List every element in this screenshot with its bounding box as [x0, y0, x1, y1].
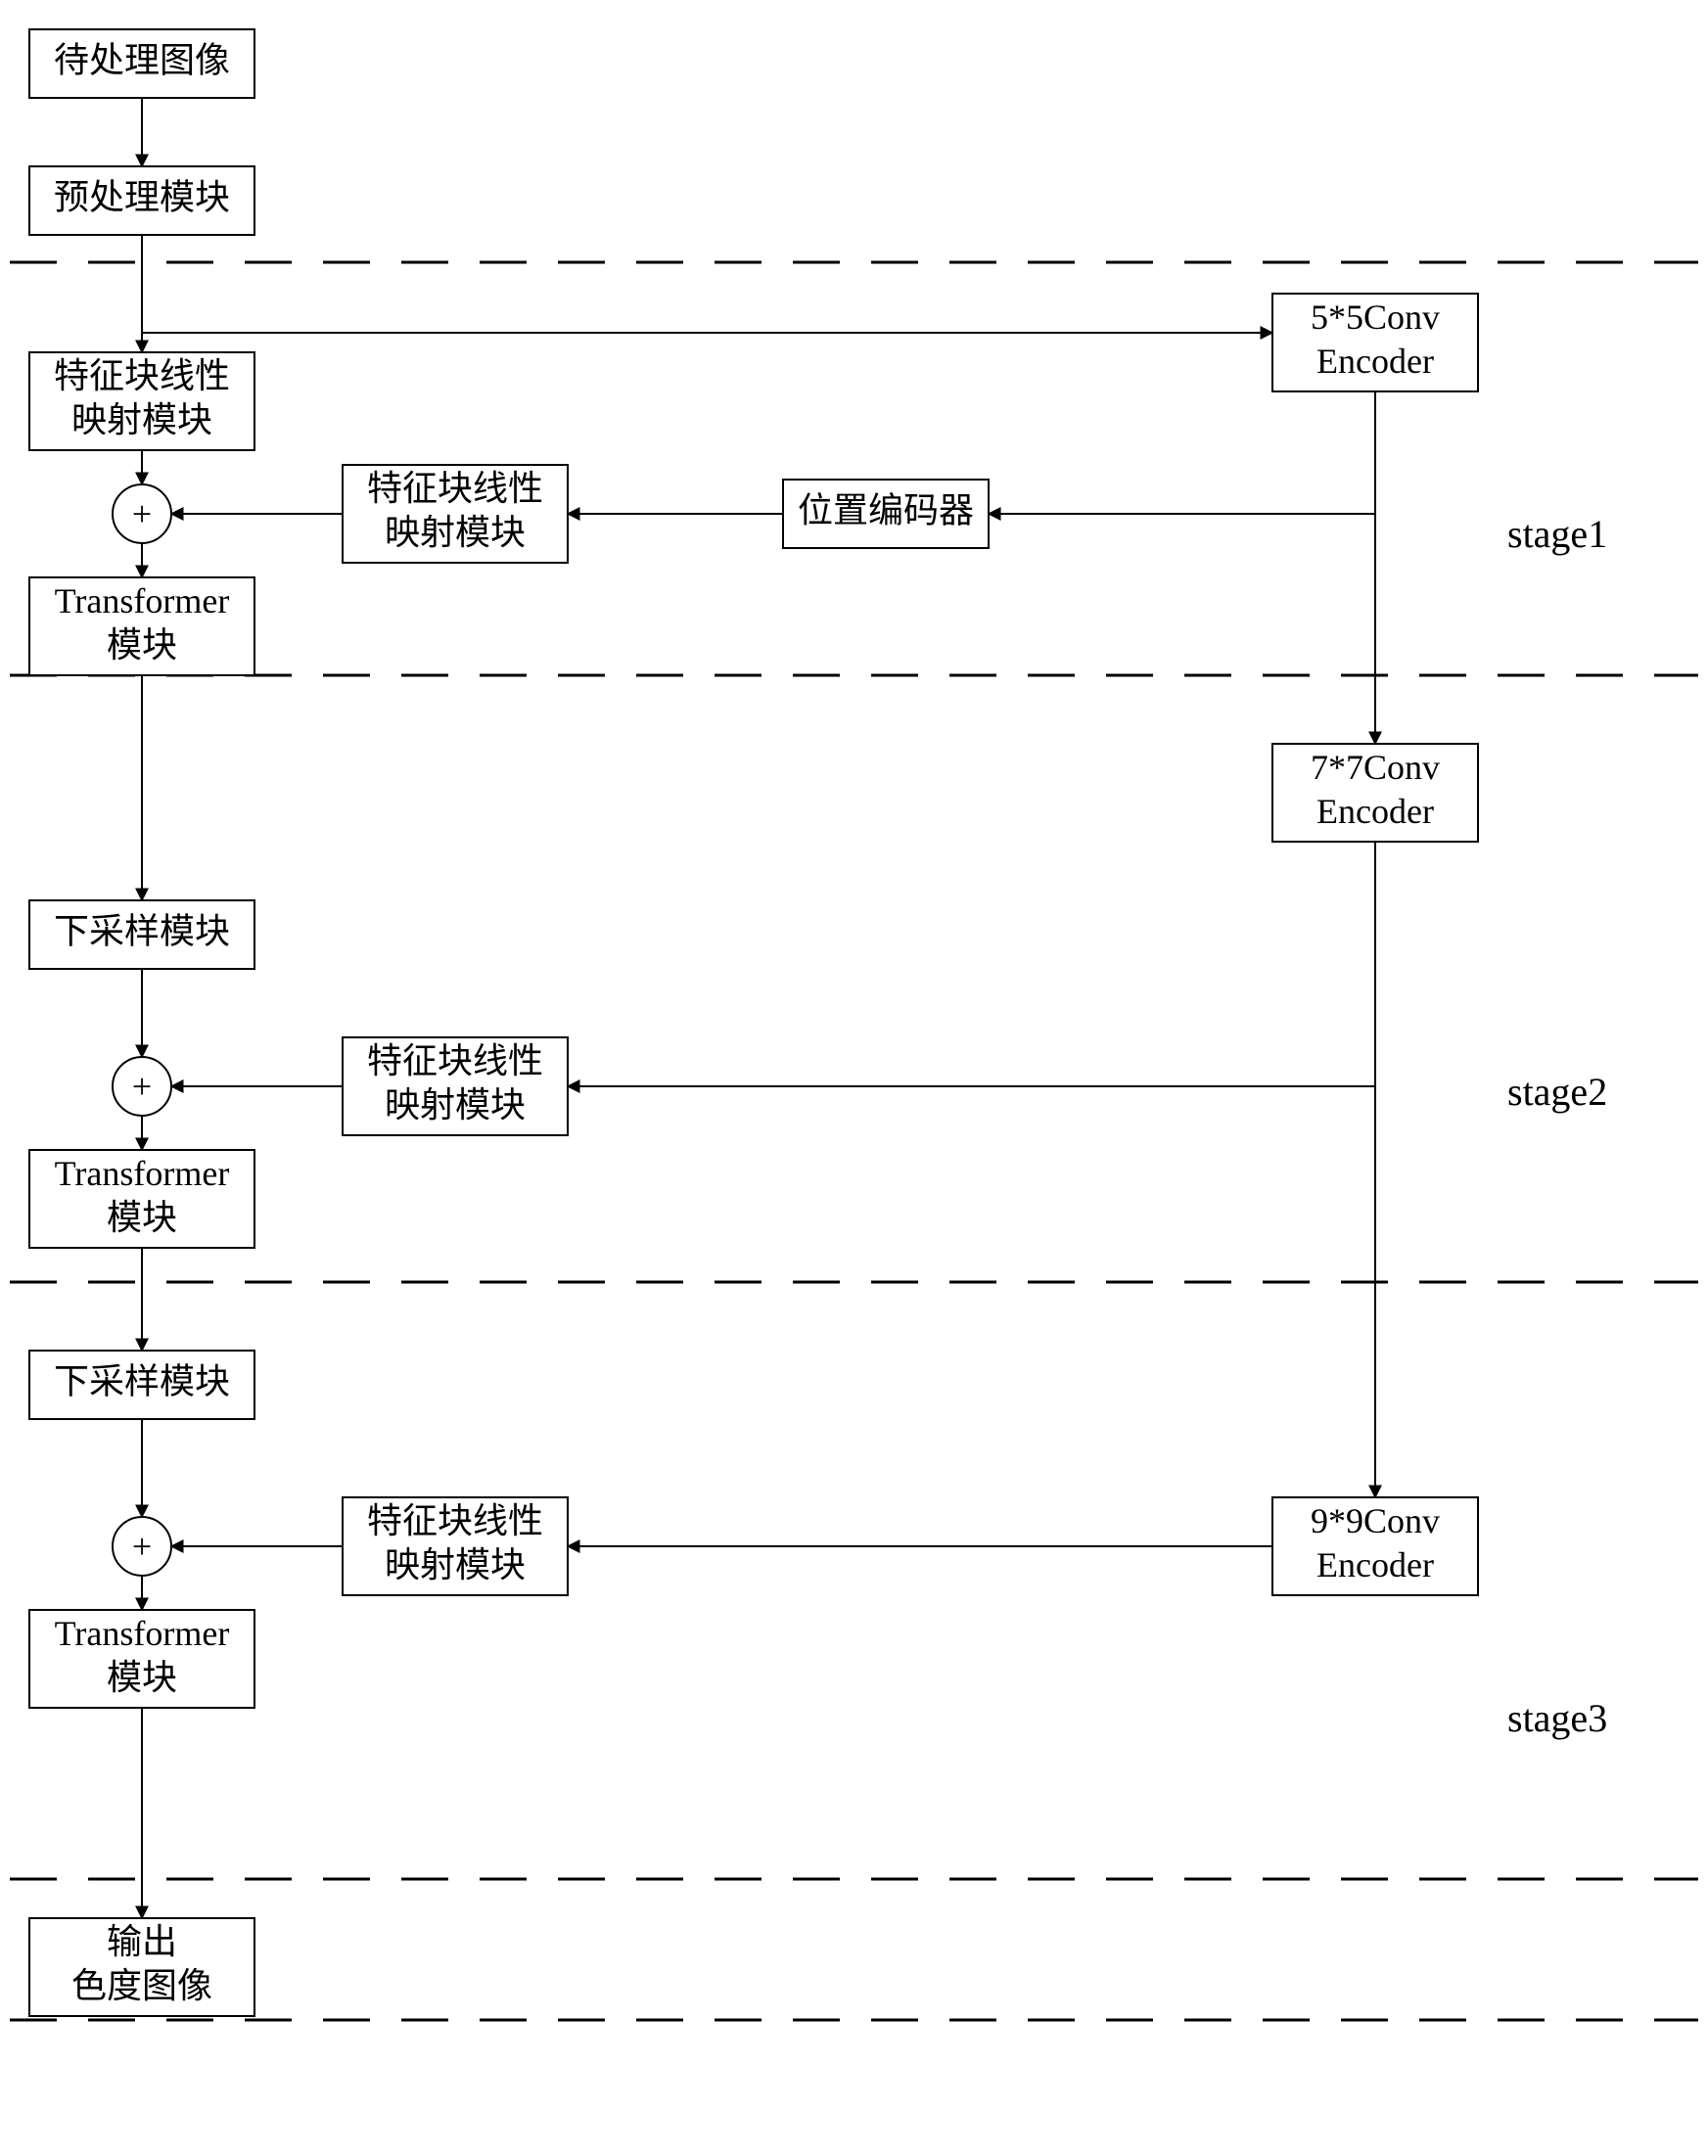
flow-edge [989, 391, 1375, 514]
node-tf3-label-line-0: Transformer [55, 1614, 230, 1653]
node-conv2: 7*7Conv Encoder [1272, 744, 1478, 842]
node-tf1-label-line-1: 模块 [107, 625, 177, 665]
node-conv1: 5*5Conv Encoder [1272, 294, 1478, 391]
node-tf2-label-line-1: 模块 [107, 1198, 177, 1237]
sum-node-sum1: + [113, 484, 171, 543]
sum-node-sum2: + [113, 1057, 171, 1116]
flow-edge [568, 842, 1375, 1086]
node-conv2-label-line-0: 7*7Conv [1311, 748, 1440, 787]
plus-icon: + [132, 1067, 152, 1106]
node-output-label-line-0: 输出 [107, 1922, 177, 1961]
node-tf3-label-line-1: 模块 [107, 1658, 177, 1697]
node-fmap2: 特征块线性映射模块 [343, 1037, 568, 1135]
node-pos1-label-line-0: 位置编码器 [798, 490, 974, 529]
node-fmap1a-label-line-0: 特征块线性 [54, 356, 230, 395]
stage-label-2: stage2 [1507, 1070, 1607, 1114]
node-fmap3: 特征块线性映射模块 [343, 1497, 568, 1595]
node-fmap1b-label-line-1: 映射模块 [385, 513, 526, 552]
node-fmap2-label-line-0: 特征块线性 [367, 1041, 543, 1080]
node-conv1-label-line-1: Encoder [1316, 342, 1434, 381]
node-fmap3-label-line-0: 特征块线性 [367, 1501, 543, 1540]
node-tf2-label-line-0: Transformer [55, 1154, 230, 1193]
node-tf1: Transformer 模块 [29, 577, 254, 675]
node-output: 输出色度图像 [29, 1918, 254, 2016]
node-fmap1a: 特征块线性映射模块 [29, 352, 254, 450]
node-output-label-line-1: 色度图像 [71, 1966, 212, 2005]
node-conv2-label-line-1: Encoder [1316, 792, 1434, 831]
node-down2-label-line-0: 下采样模块 [54, 911, 230, 950]
stage-label-1: stage1 [1507, 512, 1607, 556]
sum-node-sum3: + [113, 1517, 171, 1576]
node-input: 待处理图像 [29, 29, 254, 98]
node-fmap1b: 特征块线性映射模块 [343, 465, 568, 563]
node-down3: 下采样模块 [29, 1351, 254, 1419]
node-conv3-label-line-1: Encoder [1316, 1545, 1434, 1584]
node-conv1-label-line-0: 5*5Conv [1311, 298, 1440, 337]
node-pos1: 位置编码器 [783, 480, 989, 548]
node-down3-label-line-0: 下采样模块 [54, 1361, 230, 1400]
node-down2: 下采样模块 [29, 900, 254, 969]
node-tf1-label-line-0: Transformer [55, 581, 230, 620]
node-preproc: 预处理模块 [29, 166, 254, 235]
node-fmap2-label-line-1: 映射模块 [385, 1085, 526, 1124]
node-tf3: Transformer 模块 [29, 1610, 254, 1708]
stage-label-3: stage3 [1507, 1696, 1607, 1740]
node-input-label-line-0: 待处理图像 [54, 40, 230, 79]
node-preproc-label-line-0: 预处理模块 [54, 177, 230, 216]
node-conv3: 9*9Conv Encoder [1272, 1497, 1478, 1595]
plus-icon: + [132, 1527, 152, 1566]
node-fmap1b-label-line-0: 特征块线性 [367, 469, 543, 508]
node-tf2: Transformer 模块 [29, 1150, 254, 1248]
node-fmap1a-label-line-1: 映射模块 [71, 400, 212, 439]
node-fmap3-label-line-1: 映射模块 [385, 1545, 526, 1584]
plus-icon: + [132, 494, 152, 533]
node-conv3-label-line-0: 9*9Conv [1311, 1501, 1440, 1540]
